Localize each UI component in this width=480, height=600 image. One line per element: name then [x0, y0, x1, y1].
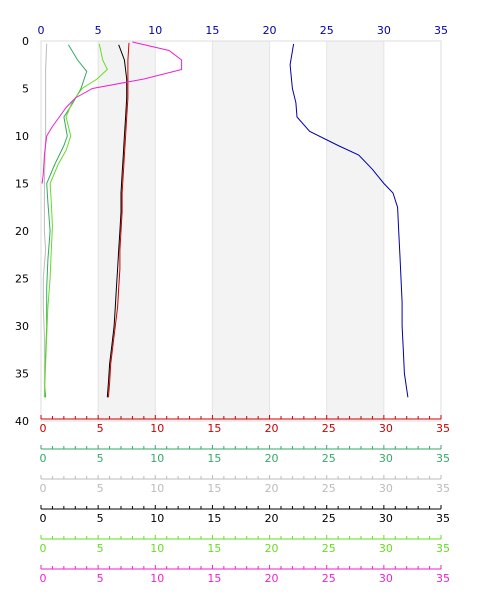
bottom-tick-label: 35: [436, 542, 450, 555]
grid-lines: [97, 41, 385, 421]
top-tick-label: 35: [434, 24, 448, 37]
bottom-tick-label: 25: [322, 572, 336, 585]
bottom-tick-label: 25: [322, 422, 336, 435]
bottom-tick-label: 25: [322, 482, 336, 495]
shaded-band-1: [212, 41, 270, 421]
bottom-tick-label: 10: [150, 512, 164, 525]
top-tick-label: 20: [263, 24, 277, 37]
shaded-bands: [98, 41, 384, 421]
depth-tick-label: 25: [15, 273, 29, 286]
bottom-axis-2: 0 5 10 15 20 25 30 35: [40, 475, 450, 495]
top-axis: 0 5 10 15 20 25 30 35: [38, 24, 449, 37]
top-tick-label: 5: [95, 24, 102, 37]
bottom-tick-label: 30: [379, 572, 393, 585]
series-lines: [41, 41, 409, 398]
bottom-tick-label: 10: [150, 482, 164, 495]
series-line-1: [107, 42, 130, 398]
series-line-2: [106, 44, 128, 398]
bottom-tick-label: 35: [436, 452, 450, 465]
top-tick-label: 15: [205, 24, 219, 37]
series-line-6: [41, 41, 183, 184]
bottom-tick-label: 35: [436, 422, 450, 435]
bottom-axis-0: 0 5 10 15 20 25 30 35: [40, 415, 450, 435]
top-tick-label: 30: [377, 24, 391, 37]
bottom-tick-label: 15: [207, 422, 221, 435]
bottom-axis-4: 0 5 10 15 20 25 30 35: [40, 535, 450, 555]
depth-tick-label: 40: [15, 415, 29, 428]
depth-tick-label: 35: [15, 368, 29, 381]
top-tick-label: 25: [320, 24, 334, 37]
bottom-axis-5: 0 5 10 15 20 25 30 35: [40, 565, 450, 585]
bottom-tick-label: 15: [207, 512, 221, 525]
bottom-tick-label: 0: [40, 422, 47, 435]
series-line-3: [43, 44, 88, 398]
bottom-tick-label: 5: [97, 512, 104, 525]
shaded-band-2: [326, 41, 384, 421]
bottom-tick-label: 30: [379, 512, 393, 525]
bottom-axis-1: 0 5 10 15 20 25 30 35: [40, 445, 450, 465]
series-line-5: [43, 43, 108, 398]
bottom-tick-label: 0: [40, 482, 47, 495]
bottom-tick-label: 0: [40, 572, 47, 585]
depth-tick-label: 30: [15, 320, 29, 333]
series-line-0: [289, 43, 409, 398]
series-line-4: [42, 43, 48, 398]
depth-tick-label: 0: [22, 35, 29, 48]
bottom-axes: 0 5 10 15 20 25 30 35 0 5 10 15 20 25 30 35 0 5 10 15 20 25 30…: [40, 415, 450, 585]
depth-tick-label: 5: [22, 83, 29, 96]
bottom-tick-label: 15: [207, 542, 221, 555]
top-tick-label: 0: [38, 24, 45, 37]
bottom-tick-label: 10: [150, 572, 164, 585]
depth-tick-label: 10: [15, 130, 29, 143]
bottom-tick-label: 10: [150, 542, 164, 555]
bottom-axis-3: 0 5 10 15 20 25 30 35: [40, 505, 450, 525]
bottom-tick-label: 20: [265, 512, 279, 525]
bottom-tick-label: 10: [150, 452, 164, 465]
bottom-tick-label: 0: [40, 452, 47, 465]
depth-tick-label: 15: [15, 178, 29, 191]
plot-frame: [40, 40, 442, 422]
bottom-tick-label: 35: [436, 572, 450, 585]
bottom-tick-label: 15: [207, 452, 221, 465]
bottom-tick-label: 15: [207, 482, 221, 495]
bottom-tick-label: 20: [265, 422, 279, 435]
bottom-tick-label: 25: [322, 542, 336, 555]
bottom-tick-label: 35: [436, 482, 450, 495]
bottom-tick-label: 30: [379, 452, 393, 465]
bottom-tick-label: 20: [265, 572, 279, 585]
bottom-tick-label: 30: [379, 482, 393, 495]
bottom-tick-label: 30: [379, 542, 393, 555]
top-tick-label: 10: [148, 24, 162, 37]
bottom-tick-label: 0: [40, 512, 47, 525]
bottom-tick-label: 5: [97, 572, 104, 585]
bottom-tick-label: 5: [97, 542, 104, 555]
depth-axis: 0 5 10 15 20 25 30 35 40: [15, 35, 29, 428]
bottom-tick-label: 0: [40, 542, 47, 555]
bottom-tick-label: 25: [322, 512, 336, 525]
bottom-tick-label: 20: [265, 452, 279, 465]
bottom-tick-label: 35: [436, 512, 450, 525]
bottom-tick-label: 25: [322, 452, 336, 465]
bottom-tick-label: 20: [265, 542, 279, 555]
bottom-tick-label: 5: [97, 452, 104, 465]
bottom-tick-label: 5: [97, 422, 104, 435]
bottom-tick-label: 10: [150, 422, 164, 435]
bottom-tick-label: 30: [379, 422, 393, 435]
bottom-tick-label: 5: [97, 482, 104, 495]
bottom-tick-label: 20: [265, 482, 279, 495]
depth-tick-label: 20: [15, 225, 29, 238]
bottom-tick-label: 15: [207, 572, 221, 585]
